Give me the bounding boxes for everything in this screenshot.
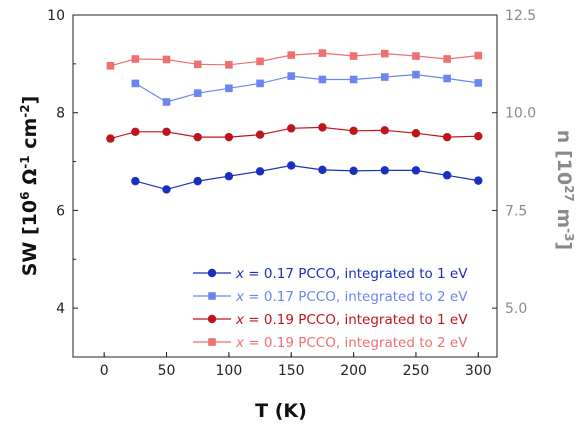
- data-point: [380, 126, 389, 135]
- x-tick-label: 100: [216, 363, 243, 379]
- data-point: [380, 49, 389, 58]
- data-point: [225, 61, 233, 69]
- data-point: [443, 55, 451, 63]
- legend-label: x = 0.19 PCCO, integrated to 1 eV: [235, 312, 468, 328]
- data-point: [318, 165, 327, 175]
- data-point: [193, 89, 202, 97]
- y2-tick-label: 12.5: [505, 8, 536, 24]
- data-point: [442, 171, 452, 180]
- y-tick-label: 8: [56, 106, 65, 122]
- data-point: [349, 75, 358, 84]
- data-point: [349, 126, 358, 135]
- legend-marker: [208, 338, 216, 346]
- x-axis-label: T (K): [255, 400, 307, 422]
- series-line: [135, 164, 479, 191]
- data-point: [193, 176, 202, 186]
- legend-entry-4: x = 0.19 PCCO, integrated to 2 eV: [193, 335, 468, 351]
- data-point: [256, 57, 264, 66]
- right-axis-label: n [1027 m-3]: [553, 130, 576, 250]
- data-point: [162, 98, 171, 106]
- data-point: [162, 185, 171, 194]
- data-point: [131, 55, 140, 63]
- legend: x = 0.17 PCCO, integrated to 1 eV x = 0.1…: [193, 266, 468, 351]
- data-point: [287, 72, 296, 80]
- x-tick-label: 200: [340, 363, 367, 379]
- data-point: [474, 79, 483, 87]
- data-point: [287, 161, 296, 170]
- data-point: [193, 132, 202, 142]
- plot-frame: [72, 14, 498, 358]
- data-point: [411, 129, 421, 138]
- tick-labels: 0 50 100 150 200 250 300 4 6 8 10 5.0 7.5 10.0 12.5: [47, 8, 536, 379]
- legend-marker: [207, 314, 217, 324]
- data-point: [131, 127, 140, 136]
- data-point: [255, 130, 265, 139]
- legend-entry-2: x = 0.17 PCCO, integrated to 2 eV: [193, 289, 468, 305]
- y-tick-label: 10: [47, 8, 65, 24]
- series-2: [131, 70, 483, 106]
- data-point: [474, 51, 483, 60]
- legend-entry-3: x = 0.19 PCCO, integrated to 1 eV: [193, 312, 468, 328]
- data-series: [106, 49, 483, 194]
- y-axis-label: SW [106 Ω-1 cm-2]: [18, 96, 41, 277]
- legend-entry-1: x = 0.17 PCCO, integrated to 1 eV: [193, 266, 468, 282]
- data-point: [225, 84, 233, 93]
- legend-label: x = 0.17 PCCO, integrated to 2 eV: [235, 289, 468, 305]
- data-point: [318, 75, 327, 84]
- y-tick-label: 6: [56, 203, 65, 219]
- y2-tick-label: 5.0: [505, 301, 527, 317]
- data-point: [106, 134, 115, 143]
- data-point: [131, 79, 140, 88]
- data-point: [287, 124, 296, 133]
- tick-marks: [73, 14, 497, 357]
- data-point: [106, 62, 115, 70]
- series-line: [135, 73, 479, 103]
- series-3: [106, 123, 483, 143]
- legend-marker: [208, 292, 216, 300]
- series-4: [106, 49, 483, 70]
- data-point: [224, 132, 234, 142]
- y-tick-label: 4: [56, 301, 65, 317]
- legend-label: x = 0.17 PCCO, integrated to 1 eV: [235, 266, 468, 282]
- data-point: [256, 79, 264, 88]
- data-point: [474, 176, 483, 185]
- data-point: [411, 166, 421, 175]
- data-point: [131, 176, 140, 186]
- data-point: [193, 60, 202, 69]
- x-tick-label: 250: [403, 363, 430, 379]
- x-tick-label: 50: [158, 363, 176, 379]
- legend-marker: [207, 268, 217, 278]
- data-point: [443, 74, 451, 83]
- data-point: [318, 123, 327, 132]
- data-point: [162, 55, 171, 64]
- legend-label: x = 0.19 PCCO, integrated to 2 eV: [235, 335, 468, 351]
- data-point: [474, 131, 483, 141]
- x-tick-label: 300: [465, 363, 492, 379]
- x-tick-label: 150: [278, 363, 305, 379]
- data-point: [442, 132, 452, 142]
- data-point: [162, 127, 171, 136]
- data-point: [412, 52, 420, 60]
- x-tick-label: 0: [100, 363, 109, 379]
- data-point: [380, 73, 389, 81]
- data-point: [349, 52, 358, 60]
- data-point: [380, 166, 389, 175]
- data-point: [318, 49, 327, 57]
- data-point: [412, 70, 420, 79]
- y2-tick-label: 7.5: [505, 203, 527, 219]
- data-point: [287, 51, 296, 59]
- y2-tick-label: 10.0: [505, 106, 536, 122]
- data-point: [224, 172, 234, 181]
- data-point: [349, 166, 358, 176]
- series-1: [131, 161, 483, 194]
- data-point: [255, 167, 265, 176]
